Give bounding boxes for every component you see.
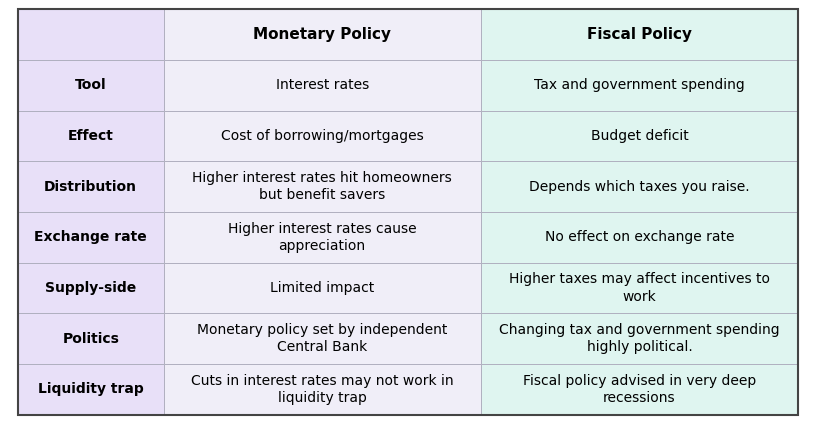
Text: Monetary policy set by independent
Central Bank: Monetary policy set by independent Centr… bbox=[197, 323, 447, 354]
Text: Interest rates: Interest rates bbox=[276, 78, 369, 92]
Bar bbox=[481, 60, 798, 111]
Text: Changing tax and government spending
highly political.: Changing tax and government spending hig… bbox=[499, 323, 780, 354]
Bar bbox=[163, 364, 481, 415]
Bar bbox=[481, 162, 798, 212]
Text: Limited impact: Limited impact bbox=[270, 281, 375, 295]
Text: Tax and government spending: Tax and government spending bbox=[534, 78, 745, 92]
Text: Effect: Effect bbox=[68, 129, 113, 143]
Bar bbox=[163, 162, 481, 212]
Bar bbox=[163, 313, 481, 364]
Text: Fiscal Policy: Fiscal Policy bbox=[587, 27, 692, 42]
Text: Cost of borrowing/mortgages: Cost of borrowing/mortgages bbox=[221, 129, 424, 143]
Text: Higher taxes may affect incentives to
work: Higher taxes may affect incentives to wo… bbox=[509, 272, 770, 304]
Text: Budget deficit: Budget deficit bbox=[591, 129, 688, 143]
Bar bbox=[18, 364, 163, 415]
Text: Higher interest rates cause
appreciation: Higher interest rates cause appreciation bbox=[228, 222, 416, 253]
Text: Liquidity trap: Liquidity trap bbox=[38, 382, 144, 396]
Bar bbox=[18, 263, 163, 313]
Text: Distribution: Distribution bbox=[44, 180, 137, 194]
Bar bbox=[163, 60, 481, 111]
Text: Politics: Politics bbox=[62, 332, 119, 346]
Bar bbox=[18, 60, 163, 111]
Bar bbox=[163, 263, 481, 313]
Bar bbox=[18, 162, 163, 212]
Text: No effect on exchange rate: No effect on exchange rate bbox=[544, 230, 734, 244]
Bar bbox=[163, 9, 481, 60]
Bar bbox=[163, 212, 481, 263]
Text: Monetary Policy: Monetary Policy bbox=[253, 27, 391, 42]
Bar bbox=[18, 212, 163, 263]
Bar bbox=[18, 9, 163, 60]
Text: Exchange rate: Exchange rate bbox=[34, 230, 147, 244]
Bar bbox=[481, 313, 798, 364]
Bar bbox=[163, 111, 481, 162]
Text: Higher interest rates hit homeowners
but benefit savers: Higher interest rates hit homeowners but… bbox=[193, 171, 452, 202]
Bar bbox=[481, 212, 798, 263]
Bar bbox=[481, 111, 798, 162]
Bar bbox=[481, 263, 798, 313]
Bar bbox=[481, 364, 798, 415]
Text: Tool: Tool bbox=[75, 78, 107, 92]
Text: Depends which taxes you raise.: Depends which taxes you raise. bbox=[529, 180, 750, 194]
Text: Cuts in interest rates may not work in
liquidity trap: Cuts in interest rates may not work in l… bbox=[191, 374, 454, 405]
Text: Fiscal policy advised in very deep
recessions: Fiscal policy advised in very deep reces… bbox=[523, 374, 756, 405]
Bar bbox=[18, 313, 163, 364]
Bar bbox=[481, 9, 798, 60]
Text: Supply-side: Supply-side bbox=[45, 281, 136, 295]
Bar bbox=[18, 111, 163, 162]
